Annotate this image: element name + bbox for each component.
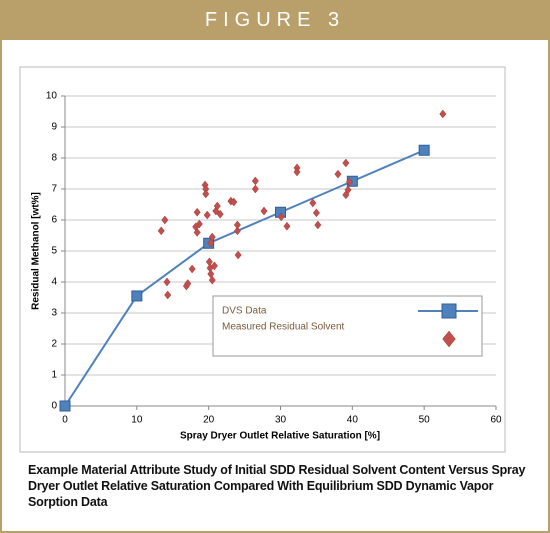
y-tick-label: 3 (51, 308, 57, 319)
diamond-marker (234, 250, 242, 260)
x-tick-label: 30 (275, 415, 287, 426)
y-tick-label: 2 (51, 339, 57, 350)
diamond-marker (283, 221, 291, 231)
diamond-marker (309, 198, 317, 208)
y-tick-label: 0 (51, 401, 57, 412)
diamond-marker (195, 219, 203, 229)
diamond-marker (344, 185, 352, 195)
diamond-marker (207, 269, 215, 279)
diamond-marker (193, 227, 201, 237)
diamond-marker (233, 220, 241, 230)
diamond-marker (163, 277, 171, 287)
diamond-marker (442, 330, 456, 348)
y-tick-label: 10 (46, 91, 58, 102)
x-tick-label: 60 (490, 415, 502, 426)
square-marker (441, 303, 457, 319)
y-tick-label: 9 (51, 122, 57, 133)
diamond-marker (260, 206, 268, 216)
diamond-marker (230, 197, 238, 207)
diamond-marker (208, 275, 216, 285)
diamond-marker (342, 158, 350, 168)
chart-frame (19, 66, 506, 453)
y-tick-label: 7 (51, 184, 57, 195)
figure-header: FIGURE 3 (0, 0, 550, 40)
legend: DVS Data Measured Residual Solvent (212, 295, 483, 357)
diamond-marker (293, 167, 301, 177)
chart: Spray Dryer Outlet Relative Saturation [… (19, 66, 506, 453)
y-tick-label: 4 (51, 277, 57, 288)
x-tick-label: 10 (131, 415, 143, 426)
diamond-marker (312, 208, 320, 218)
diamond-marker (233, 226, 241, 236)
diamond-marker (157, 226, 165, 236)
y-tick-label: 6 (51, 215, 57, 226)
diamond-marker (161, 215, 169, 225)
x-tick-label: 50 (419, 415, 431, 426)
legend-box (212, 295, 483, 357)
diamond-marker (439, 109, 447, 119)
y-axis-title: Residual Methanol [wt%] (31, 192, 42, 310)
diamond-marker (213, 201, 221, 211)
legend-label: DVS Data (222, 306, 267, 317)
diamond-marker (251, 184, 259, 194)
x-tick-label: 0 (62, 415, 68, 426)
x-tick-label: 20 (203, 415, 215, 426)
diamond-marker (184, 279, 192, 288)
diamond-marker (314, 220, 322, 230)
x-tick-label: 40 (347, 415, 359, 426)
square-marker (131, 290, 143, 302)
square-marker (418, 144, 430, 156)
y-tick-label: 1 (51, 370, 57, 381)
diamond-marker (251, 176, 259, 186)
caption: Example Material Attribute Study of Init… (28, 463, 526, 509)
diamond-marker (188, 264, 196, 274)
y-tick-label: 8 (51, 153, 57, 164)
diamond-marker (203, 210, 211, 220)
square-marker (59, 400, 71, 412)
legend-label: Measured Residual Solvent (222, 322, 345, 333)
diamond-marker (202, 189, 210, 199)
diamond-marker (210, 261, 218, 271)
x-axis-title: Spray Dryer Outlet Relative Saturation [… (180, 431, 380, 442)
diamond-marker (207, 238, 215, 248)
diamond-marker (193, 207, 201, 217)
series-line (64, 149, 425, 407)
diamond-marker (334, 169, 342, 179)
diamond-marker (345, 177, 353, 187)
diamond-marker (277, 212, 285, 222)
y-tick-label: 5 (51, 246, 57, 257)
diamond-marker (164, 290, 172, 300)
diamond-marker (216, 209, 224, 219)
